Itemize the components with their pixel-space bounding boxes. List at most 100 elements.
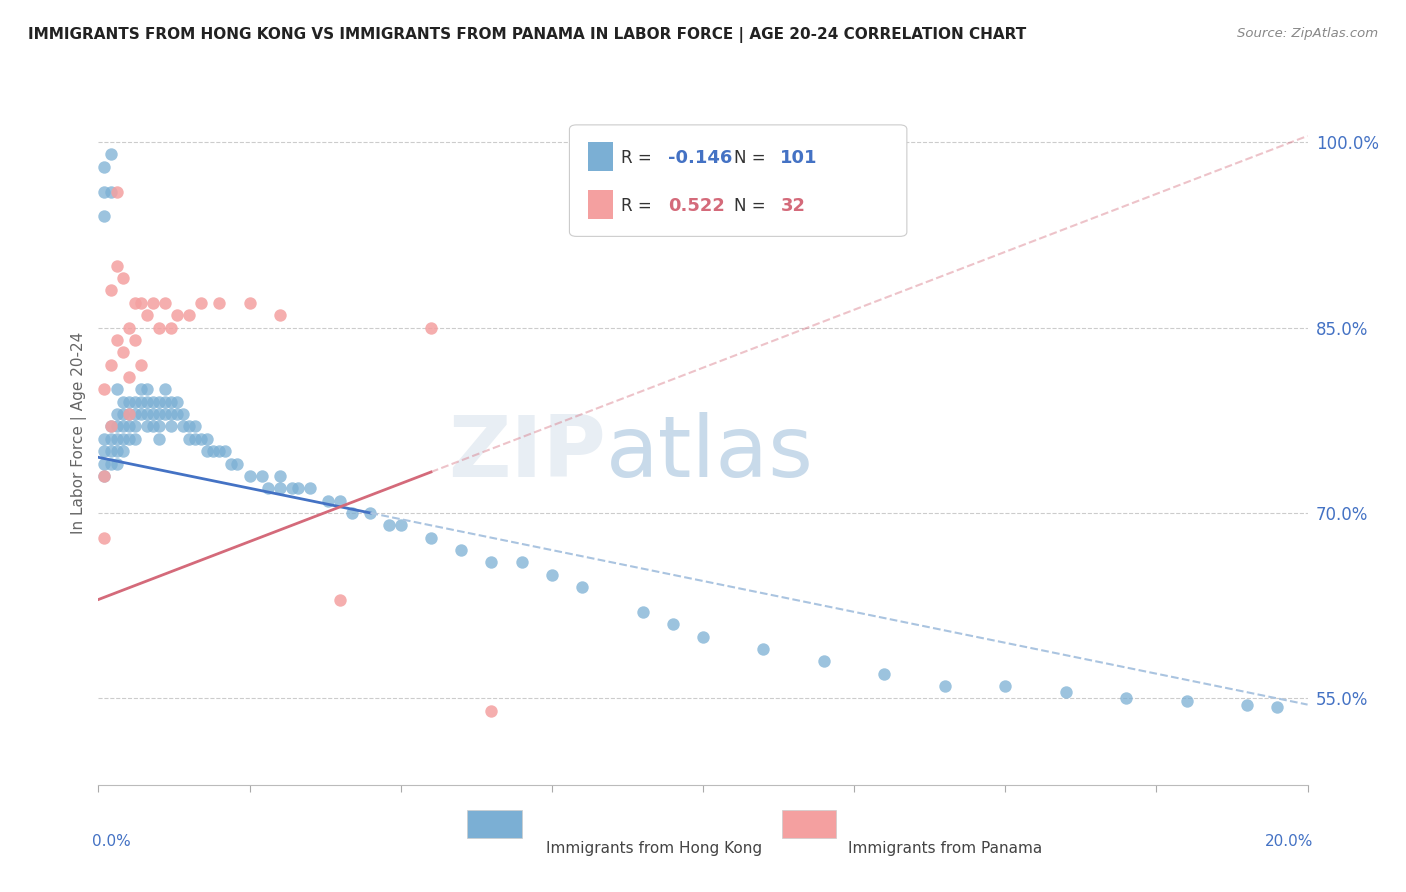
Point (148, 419, 170, 434)
Point (111, 394, 134, 409)
Point (329, 493, 352, 508)
Point (1236, 698, 1258, 712)
Point (221, 457, 243, 471)
Point (93, 382, 115, 396)
Point (100, 444, 122, 458)
Point (160, 320, 183, 334)
Text: ZIP: ZIP (449, 412, 606, 495)
Point (208, 295, 231, 310)
Point (111, 271, 134, 285)
Point (105, 419, 128, 434)
Point (93, 469, 115, 483)
Point (111, 419, 134, 434)
Point (571, 580, 593, 594)
Y-axis label: In Labor Force | Age 20-24: In Labor Force | Age 20-24 (72, 332, 87, 533)
Point (148, 407, 170, 421)
Point (179, 419, 201, 434)
Point (195, 444, 218, 458)
Point (214, 444, 236, 458)
Point (124, 432, 146, 446)
Point (148, 432, 170, 446)
Point (142, 419, 165, 434)
Point (256, 481, 278, 495)
Point (190, 432, 212, 446)
Text: Immigrants from Panama: Immigrants from Panama (848, 841, 1042, 856)
Point (148, 394, 170, 409)
Point (342, 506, 364, 520)
Text: 0.0%: 0.0% (93, 834, 131, 849)
Point (111, 407, 134, 421)
Point (160, 394, 183, 409)
Point (1267, 700, 1289, 714)
Point (124, 407, 146, 421)
Text: N =: N = (734, 149, 770, 167)
Point (148, 320, 170, 334)
Point (105, 185, 128, 199)
Text: 101: 101 (780, 149, 818, 167)
Point (510, 556, 533, 570)
Point (377, 518, 399, 533)
Point (692, 630, 714, 644)
Point (100, 358, 122, 372)
Point (135, 407, 157, 421)
Point (129, 382, 152, 396)
Point (208, 444, 231, 458)
Point (813, 654, 835, 668)
Point (184, 419, 207, 434)
Point (329, 592, 352, 607)
Point (129, 407, 152, 421)
Point (179, 308, 201, 322)
Point (111, 432, 134, 446)
Point (172, 407, 194, 421)
Point (202, 444, 225, 458)
Point (226, 457, 249, 471)
Point (281, 481, 304, 495)
Point (160, 419, 183, 434)
Point (111, 345, 134, 359)
Point (105, 457, 128, 471)
Point (100, 457, 122, 471)
Point (153, 382, 176, 396)
Point (93, 469, 115, 483)
Point (142, 394, 165, 409)
Text: atlas: atlas (606, 412, 814, 495)
Point (135, 308, 157, 322)
Point (153, 407, 176, 421)
Point (124, 394, 146, 409)
Point (93, 531, 115, 545)
Point (129, 358, 152, 372)
Point (540, 567, 562, 582)
Point (389, 518, 412, 533)
Point (135, 394, 157, 409)
Point (124, 333, 146, 347)
Point (873, 666, 896, 681)
Point (118, 370, 141, 384)
Point (287, 481, 309, 495)
Point (172, 419, 194, 434)
Point (269, 308, 291, 322)
Text: N =: N = (734, 197, 770, 215)
Point (481, 704, 503, 718)
Point (166, 407, 188, 421)
Point (269, 469, 291, 483)
Text: -0.146: -0.146 (668, 149, 733, 167)
Text: 32: 32 (780, 197, 806, 215)
Point (111, 444, 134, 458)
Point (100, 419, 122, 434)
Point (118, 419, 141, 434)
Point (105, 333, 128, 347)
Point (631, 605, 654, 619)
Text: IMMIGRANTS FROM HONG KONG VS IMMIGRANTS FROM PANAMA IN LABOR FORCE | AGE 20-24 C: IMMIGRANTS FROM HONG KONG VS IMMIGRANTS … (28, 27, 1026, 43)
Point (93, 457, 115, 471)
Point (239, 295, 262, 310)
Point (118, 320, 141, 334)
Point (1175, 694, 1198, 708)
Point (142, 407, 165, 421)
Point (360, 506, 382, 520)
Point (105, 259, 128, 273)
Point (184, 432, 207, 446)
Point (661, 617, 683, 632)
Point (124, 295, 146, 310)
Point (105, 407, 128, 421)
Point (195, 432, 218, 446)
